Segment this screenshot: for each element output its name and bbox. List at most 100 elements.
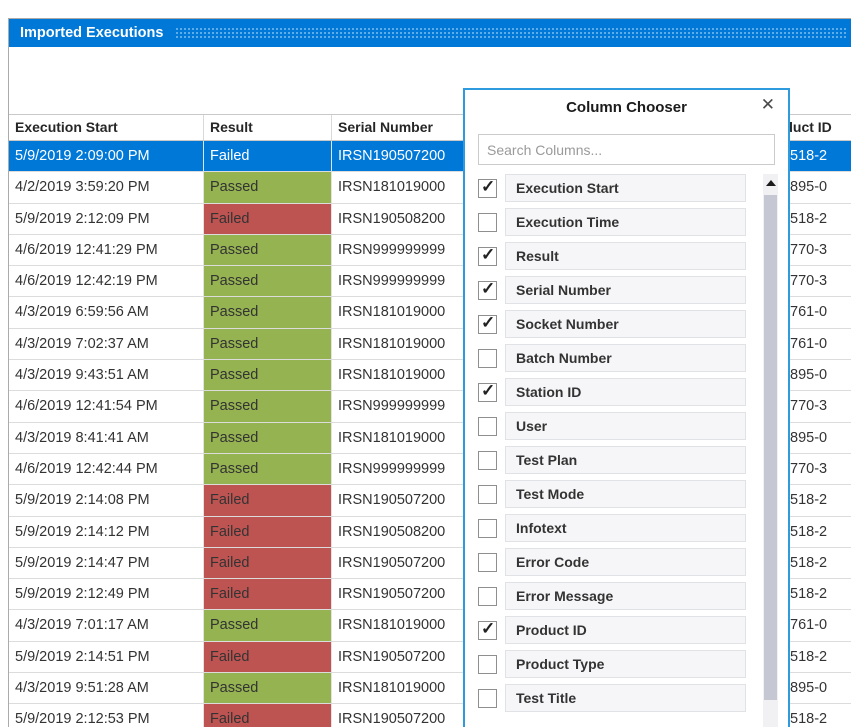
column-label[interactable]: Test Title: [505, 684, 746, 712]
execution-start-cell: 4/3/2019 7:01:17 AM: [9, 610, 204, 641]
column-checkbox[interactable]: [478, 313, 497, 334]
column-list-item: User: [478, 412, 746, 440]
product-id-cell: 518-2: [786, 704, 851, 727]
column-label[interactable]: Product ID: [505, 616, 746, 644]
list-scrollbar[interactable]: [763, 174, 778, 727]
column-checkbox[interactable]: [478, 381, 497, 402]
column-label[interactable]: Socket Number: [505, 310, 746, 338]
execution-start-cell: 4/3/2019 9:51:28 AM: [9, 673, 204, 704]
column-checkbox[interactable]: [478, 619, 497, 640]
column-checkbox[interactable]: [478, 654, 497, 674]
column-label[interactable]: Product Type: [505, 650, 746, 678]
column-list-item: Test Plan: [478, 446, 746, 474]
column-label[interactable]: Serial Number: [505, 276, 746, 304]
column-header-product-id[interactable]: Product ID: [761, 115, 851, 140]
execution-start-cell: 5/9/2019 2:14:08 PM: [9, 485, 204, 516]
result-cell: Passed: [204, 297, 332, 328]
column-label[interactable]: Batch Number: [505, 344, 746, 372]
execution-start-cell: 4/3/2019 9:43:51 AM: [9, 360, 204, 391]
column-chooser-title: Column Chooser: [566, 99, 687, 116]
product-id-cell: 518-2: [786, 141, 851, 171]
column-label[interactable]: Test Mode: [505, 480, 746, 508]
result-cell: Failed: [204, 141, 332, 172]
column-label[interactable]: Station ID: [505, 378, 746, 406]
execution-start-cell: 4/6/2019 12:41:29 PM: [9, 234, 204, 266]
search-columns-input[interactable]: [478, 134, 775, 165]
column-checkbox[interactable]: [478, 518, 497, 538]
column-header-result[interactable]: Result: [204, 115, 332, 140]
column-label[interactable]: Result: [505, 242, 746, 270]
titlebar-texture: [175, 27, 848, 39]
column-header-execution-start[interactable]: Execution Start: [9, 115, 204, 140]
execution-start-cell: 5/9/2019 2:12:09 PM: [9, 203, 204, 234]
column-checkbox[interactable]: [478, 450, 497, 470]
execution-start-cell: 5/9/2019 2:09:00 PM: [9, 141, 204, 172]
column-checkbox[interactable]: [478, 212, 497, 232]
execution-start-cell: 4/3/2019 8:41:41 AM: [9, 422, 204, 453]
product-id-cell: 518-2: [786, 204, 851, 234]
column-list-item: Serial Number: [478, 276, 746, 304]
column-checkbox[interactable]: [478, 586, 497, 606]
product-id-cell: 895-0: [786, 172, 851, 202]
execution-start-cell: 4/3/2019 6:59:56 AM: [9, 297, 204, 328]
column-list-item: Product ID: [478, 616, 746, 644]
product-id-cell: 895-0: [786, 423, 851, 453]
column-checkbox[interactable]: [478, 688, 497, 708]
column-list-item: Error Code: [478, 548, 746, 576]
column-list: Execution Start Execution Time Result Se…: [478, 174, 746, 727]
result-cell: Passed: [204, 453, 332, 485]
product-id-cell: 518-2: [786, 485, 851, 515]
result-cell: Failed: [204, 203, 332, 234]
column-checkbox[interactable]: [478, 348, 497, 368]
result-cell: Failed: [204, 579, 332, 610]
execution-start-cell: 5/9/2019 2:12:53 PM: [9, 704, 204, 727]
execution-start-cell: 5/9/2019 2:14:51 PM: [9, 641, 204, 673]
column-label[interactable]: Infotext: [505, 514, 746, 542]
product-id-cell: 895-0: [786, 673, 851, 703]
scroll-up-button[interactable]: [763, 174, 778, 191]
result-cell: Failed: [204, 547, 332, 579]
column-checkbox[interactable]: [478, 177, 497, 198]
result-cell: Passed: [204, 172, 332, 203]
column-list-item: Result: [478, 242, 746, 270]
product-id-cell: 518-2: [786, 548, 851, 578]
column-label[interactable]: Error Code: [505, 548, 746, 576]
result-cell: Passed: [204, 391, 332, 422]
panel-titlebar[interactable]: Imported Executions: [9, 19, 851, 47]
result-cell: Passed: [204, 234, 332, 266]
column-checkbox[interactable]: [478, 279, 497, 300]
scrollbar-thumb[interactable]: [764, 195, 777, 700]
result-cell: Passed: [204, 360, 332, 391]
result-cell: Passed: [204, 610, 332, 641]
column-label[interactable]: Test Plan: [505, 446, 746, 474]
column-checkbox[interactable]: [478, 416, 497, 436]
column-list-item: Execution Start: [478, 174, 746, 202]
execution-start-cell: 4/2/2019 3:59:20 PM: [9, 172, 204, 203]
column-label[interactable]: Execution Start: [505, 174, 746, 202]
close-icon[interactable]: ✕: [760, 95, 775, 114]
column-list-item: Station ID: [478, 378, 746, 406]
result-cell: Failed: [204, 704, 332, 727]
result-cell: Passed: [204, 266, 332, 297]
column-list-item: Test Title: [478, 684, 746, 712]
column-checkbox[interactable]: [478, 484, 497, 504]
column-list-item: Error Message: [478, 582, 746, 610]
column-label[interactable]: Error Message: [505, 582, 746, 610]
product-id-cell: 770-3: [786, 266, 851, 296]
product-id-cell: 518-2: [786, 579, 851, 609]
result-cell: Failed: [204, 485, 332, 516]
column-checkbox[interactable]: [478, 245, 497, 266]
execution-start-cell: 4/3/2019 7:02:37 AM: [9, 328, 204, 360]
column-chooser-popup: Column Chooser ✕ Execution Start Executi…: [463, 88, 790, 727]
column-list-item: Infotext: [478, 514, 746, 542]
execution-start-cell: 4/6/2019 12:41:54 PM: [9, 391, 204, 422]
column-checkbox[interactable]: [478, 552, 497, 572]
column-label[interactable]: Execution Time: [505, 208, 746, 236]
product-id-cell: 770-3: [786, 235, 851, 265]
product-id-cell: 761-0: [786, 610, 851, 640]
panel-title: Imported Executions: [20, 25, 164, 41]
execution-start-cell: 5/9/2019 2:14:12 PM: [9, 516, 204, 547]
product-id-cell: 518-2: [786, 517, 851, 547]
column-label[interactable]: User: [505, 412, 746, 440]
execution-start-cell: 5/9/2019 2:14:47 PM: [9, 547, 204, 579]
